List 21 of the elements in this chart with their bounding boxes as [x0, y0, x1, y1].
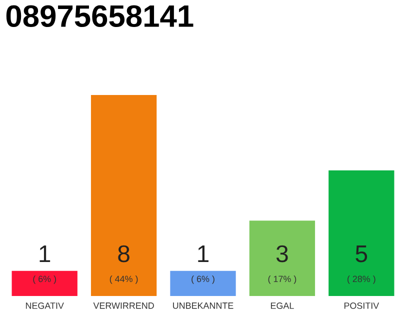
annotation: ( 6% ) — [192, 276, 214, 284]
data-label: 8 — [118, 245, 130, 262]
data-label: 5 — [356, 246, 368, 262]
x-tick-label: UNBEKANNTE — [173, 302, 234, 309]
chart-title: 08975658141 — [6, 5, 194, 28]
bar — [90, 95, 157, 296]
bar — [249, 220, 316, 296]
data-label: 1 — [198, 246, 208, 262]
bar — [170, 270, 236, 296]
annotation: ( 17% ) — [268, 276, 296, 284]
x-tick-label: POSITIV — [344, 302, 380, 309]
x-tick-label: VERWIRREND — [93, 302, 154, 309]
annotation: ( 44% ) — [110, 276, 138, 284]
x-tick-label: EGAL — [270, 302, 294, 309]
data-label: 3 — [276, 245, 288, 262]
data-label: 1 — [40, 246, 50, 262]
annotation: ( 28% ) — [348, 276, 376, 284]
annotation: ( 6% ) — [33, 276, 56, 284]
bar — [12, 270, 78, 296]
x-tick-label: NEGATIV — [26, 302, 64, 309]
bar — [328, 170, 394, 296]
